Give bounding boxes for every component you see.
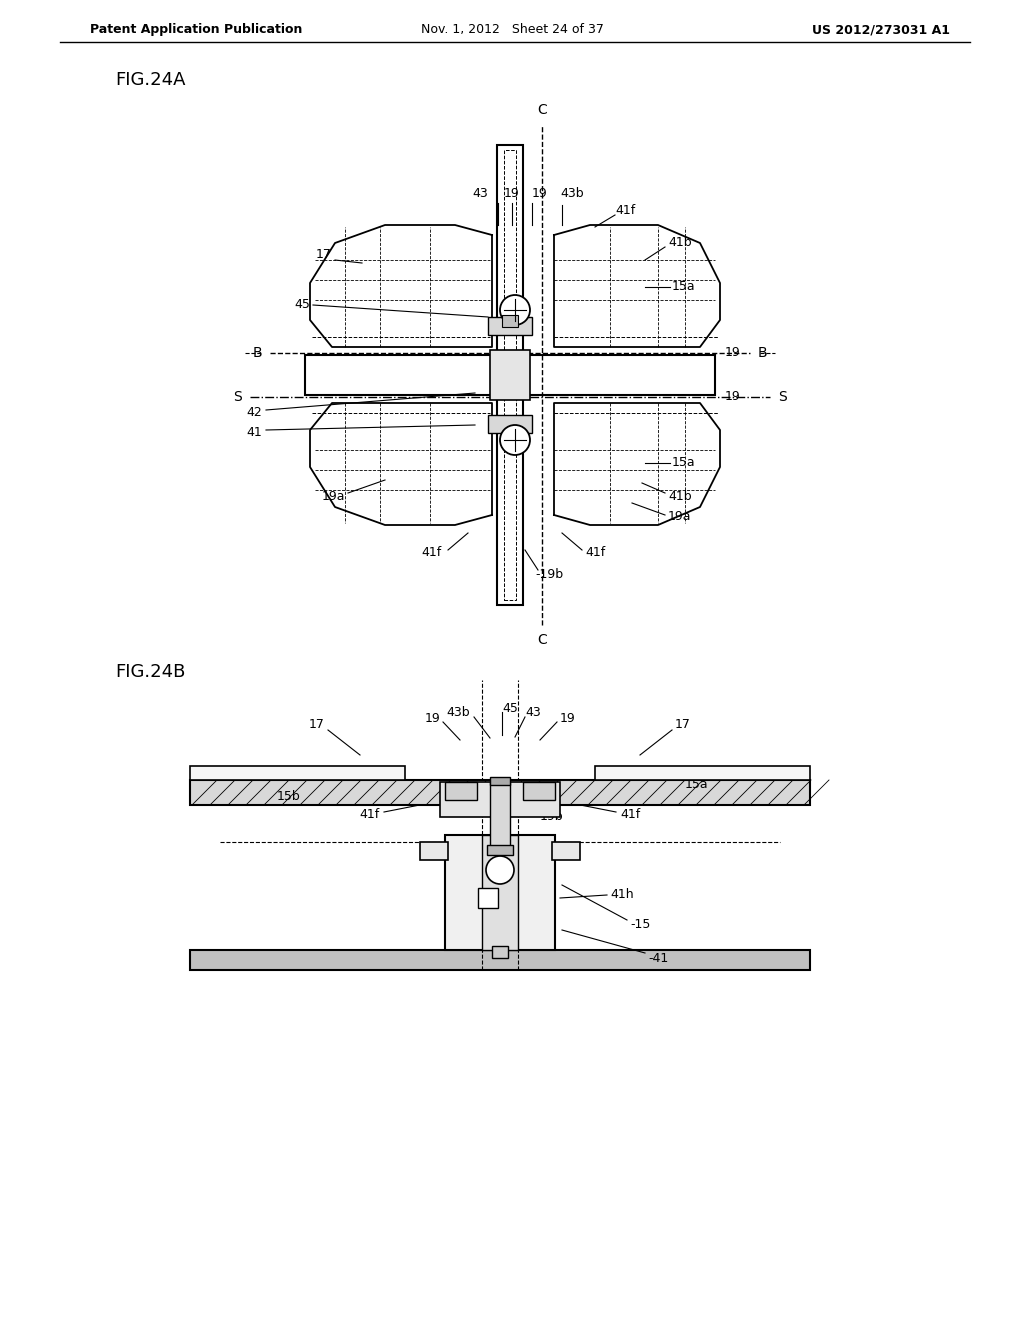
Text: -15: -15 (630, 919, 650, 932)
Bar (190, 780, 810, 805)
Text: Patent Application Publication: Patent Application Publication (90, 24, 302, 37)
Text: FIG.24B: FIG.24B (115, 663, 185, 681)
Text: 41f: 41f (422, 546, 442, 560)
Text: 15a: 15a (672, 281, 695, 293)
Text: FIG.24A: FIG.24A (115, 71, 185, 88)
Bar (502, 315, 518, 327)
Bar (488, 414, 532, 433)
Bar (504, 150, 516, 601)
Text: 43: 43 (525, 705, 541, 718)
Text: S: S (233, 389, 242, 404)
Bar (440, 781, 560, 817)
Bar (490, 777, 510, 785)
Text: 41f: 41f (585, 546, 605, 560)
Bar (490, 350, 530, 400)
Text: 19b: 19b (540, 810, 563, 824)
Text: S: S (778, 389, 786, 404)
Text: 17: 17 (316, 248, 332, 261)
Text: 41b: 41b (668, 236, 691, 249)
Bar (445, 781, 477, 800)
Text: 19: 19 (504, 187, 520, 201)
Bar (445, 836, 555, 950)
Bar (487, 845, 513, 855)
Text: 19a: 19a (322, 491, 345, 503)
Text: 41f: 41f (615, 203, 635, 216)
Text: -19b: -19b (535, 569, 563, 582)
Text: 45: 45 (294, 298, 310, 312)
Bar (497, 145, 523, 605)
Bar (490, 781, 510, 850)
Circle shape (486, 855, 514, 884)
Text: 41h: 41h (610, 888, 634, 902)
Text: 19: 19 (725, 391, 740, 404)
Text: B: B (758, 346, 768, 360)
Bar (478, 888, 498, 908)
Text: B: B (252, 346, 262, 360)
Text: 15a: 15a (685, 779, 709, 792)
Text: 15a: 15a (672, 457, 695, 470)
Text: -41: -41 (648, 952, 669, 965)
Bar (190, 950, 810, 970)
Text: 41: 41 (246, 426, 262, 440)
Text: 19: 19 (725, 346, 740, 359)
Text: 43b: 43b (560, 187, 584, 201)
Bar (552, 842, 580, 861)
Bar (305, 355, 715, 395)
Text: 19: 19 (560, 711, 575, 725)
Text: US 2012/273031 A1: US 2012/273031 A1 (812, 24, 950, 37)
Text: 42: 42 (246, 407, 262, 420)
Text: 41b: 41b (668, 491, 691, 503)
Circle shape (500, 294, 530, 325)
Text: 43: 43 (472, 187, 488, 201)
Text: C: C (538, 634, 547, 647)
Text: C: C (538, 103, 547, 117)
Bar (420, 842, 449, 861)
Bar (595, 766, 810, 780)
Bar (492, 946, 508, 958)
Bar (488, 317, 532, 335)
Text: 15b: 15b (276, 791, 300, 804)
Text: 19: 19 (532, 187, 548, 201)
Text: 17: 17 (309, 718, 325, 731)
Text: 19: 19 (424, 711, 440, 725)
Bar (190, 766, 406, 780)
Bar (523, 781, 555, 800)
Text: 45: 45 (502, 701, 518, 714)
Text: 41f: 41f (620, 808, 640, 821)
Bar (482, 836, 518, 950)
Text: 17: 17 (675, 718, 691, 731)
Circle shape (500, 425, 530, 455)
Text: 43b: 43b (446, 705, 470, 718)
Text: 19a: 19a (668, 511, 691, 524)
Text: Nov. 1, 2012   Sheet 24 of 37: Nov. 1, 2012 Sheet 24 of 37 (421, 24, 603, 37)
Text: 41f: 41f (359, 808, 380, 821)
